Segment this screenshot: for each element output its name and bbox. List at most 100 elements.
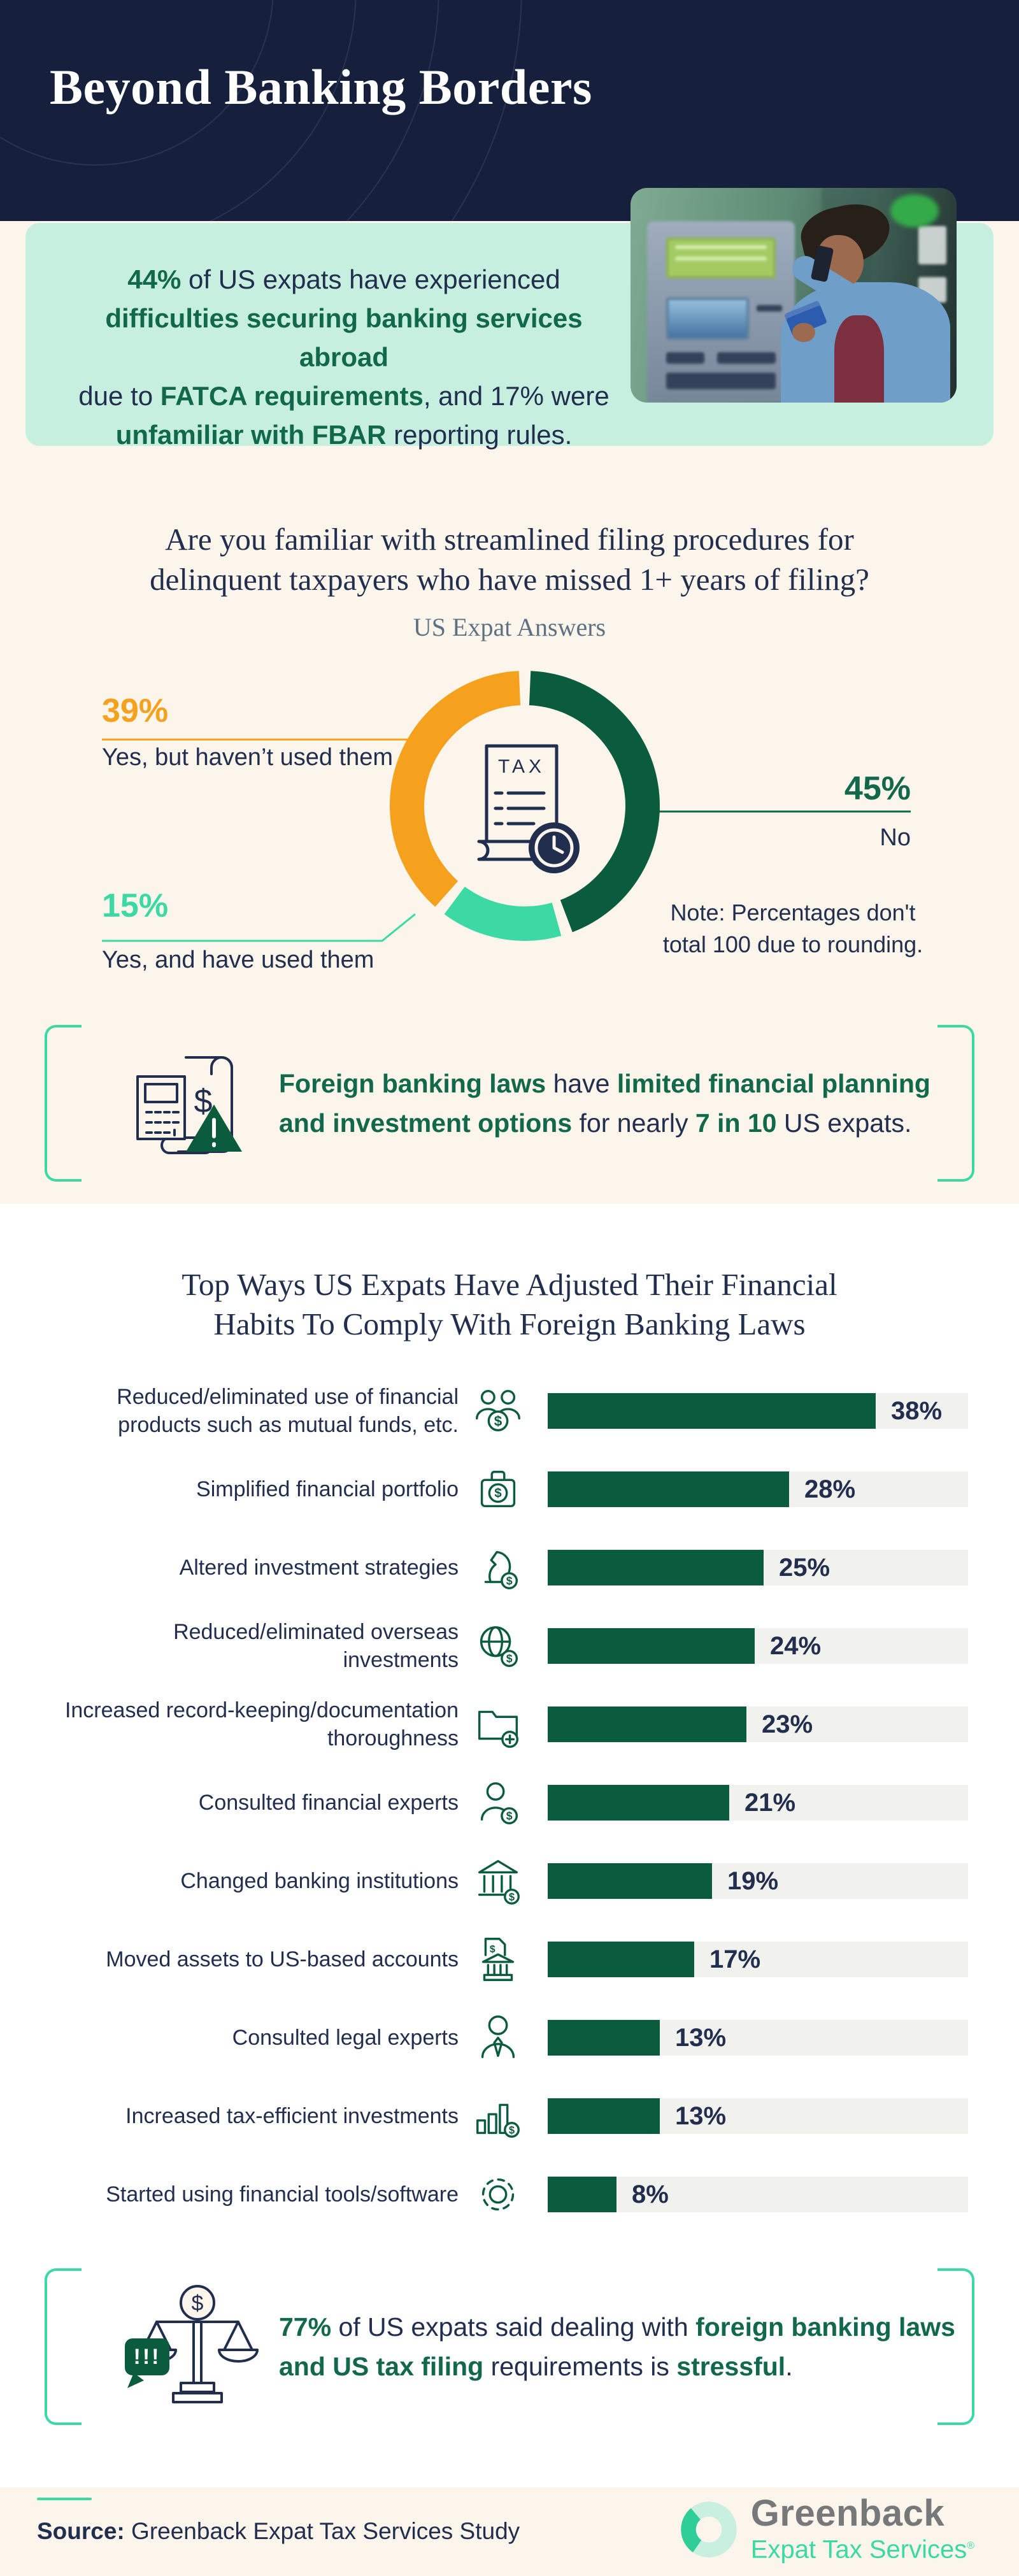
- bar-value: 24%: [770, 1631, 822, 1660]
- tax-document-clock-icon: TAX: [477, 744, 580, 873]
- person-tie-icon: [470, 2008, 526, 2067]
- gear-icon: [470, 2165, 526, 2224]
- bar-chart-title: Top Ways US Expats Have Adjusted Their F…: [182, 1267, 837, 1342]
- stat-callout-text: 77% of US expats said dealing with forei…: [279, 2312, 955, 2381]
- hero-statement: 44% of US expats have experienced difficu…: [78, 264, 609, 450]
- donut-value: 15%: [102, 887, 169, 924]
- bar-track: 17%: [548, 1941, 968, 1977]
- svg-text:$: $: [506, 1574, 513, 1587]
- bar-row: Reduced/eliminated overseas investments $…: [0, 1606, 1019, 1685]
- page-title: Beyond Banking Borders: [50, 59, 592, 115]
- bar-value: 13%: [675, 2023, 727, 2052]
- svg-text:$: $: [506, 1809, 513, 1822]
- briefcase-dollar-icon: $: [470, 1460, 526, 1519]
- logo-tagline: Expat Tax Services®: [750, 2535, 974, 2564]
- donut-rings: TAX: [390, 671, 660, 941]
- svg-text:$: $: [490, 1944, 495, 1955]
- bar-row: Simplified financial portfolio $28%: [0, 1450, 1019, 1528]
- svg-text:$: $: [506, 1652, 513, 1664]
- bar-row: Reduced/eliminated use of financial produ…: [0, 1371, 1019, 1450]
- bar-label: Moved assets to US-based accounts: [106, 1947, 459, 1971]
- donut-chart-subtitle: US Expat Answers: [413, 613, 606, 641]
- donut-chart-title: Are you familiar with streamlined filing…: [150, 522, 869, 597]
- bar-track: 25%: [548, 1549, 968, 1585]
- donut-answer: No: [880, 824, 911, 851]
- bar-value: 17%: [709, 1945, 761, 1973]
- bar-fill: [548, 2176, 616, 2212]
- bar-label: Increased tax-efficient investments: [125, 2103, 459, 2128]
- rounding-note: Note: Percentages don't total 100 due to…: [662, 899, 923, 957]
- bar-label: Simplified financial portfolio: [196, 1477, 459, 1501]
- bar-value: 23%: [762, 1710, 813, 1738]
- globe-dollar-icon: $: [470, 1617, 526, 1675]
- footer-divider: [37, 2498, 92, 2500]
- bar-track: 13%: [548, 2098, 968, 2134]
- bar-label: Increased record-keeping/documentation th…: [64, 1698, 459, 1750]
- bar-label: Consulted financial experts: [198, 1790, 459, 1815]
- donut-answer: Yes, and have used them: [102, 947, 374, 973]
- bar-track: 23%: [548, 1706, 968, 1742]
- bar-row: Changed banking institutions $19%: [0, 1842, 1019, 1920]
- donut-value: 39%: [102, 692, 169, 729]
- svg-text:$: $: [192, 2291, 204, 2315]
- bar-fill: [548, 1863, 712, 1899]
- bar-value: 13%: [675, 2101, 727, 2130]
- atm-machine: [647, 221, 795, 403]
- leader-lines: [102, 738, 911, 942]
- bar-row: Altered investment strategies $25%: [0, 1528, 1019, 1606]
- bar-row: Increased tax-efficient investments $13%: [0, 2077, 1019, 2155]
- calculator-receipt-warning-icon: $: [136, 1056, 242, 1154]
- bracket-right: [937, 2268, 974, 2425]
- people-dollar-icon: $: [470, 1382, 526, 1440]
- bar-row: Started using financial tools/software 8%: [0, 2155, 1019, 2233]
- bar-fill: [548, 1784, 729, 1821]
- donut-chart: TAX 39% Yes, but haven’t used them 45% N…: [0, 669, 1019, 1026]
- chart-dollar-icon: $: [470, 2087, 526, 2145]
- bar-track: 24%: [548, 1628, 968, 1664]
- bar-fill: [548, 2019, 660, 2056]
- strategy-dollar-icon: $: [470, 1538, 526, 1597]
- source-note: Source: Greenback Expat Tax Services Stu…: [37, 2518, 520, 2545]
- bar-row: Consulted legal experts 13%: [0, 1998, 1019, 2077]
- bar-track: 38%: [548, 1392, 968, 1429]
- header-banner: Beyond Banking Borders: [0, 0, 1019, 221]
- svg-text:$: $: [494, 1485, 502, 1500]
- source-text: Greenback Expat Tax Services Study: [124, 2518, 520, 2544]
- person-dollar-icon: $: [470, 1773, 526, 1832]
- bar-label: Started using financial tools/software: [106, 2182, 459, 2207]
- bracket-left: [45, 1025, 82, 1182]
- stat-callout-text: Foreign banking laws have limited financ…: [279, 1069, 930, 1138]
- source-label: Source:: [37, 2518, 125, 2544]
- donut-label-yes-not-used: 39% Yes, but haven’t used them: [102, 692, 393, 771]
- bar-fill: [548, 1941, 694, 1977]
- bar-fill: [548, 1706, 746, 1742]
- scales-dollar-alert-icon: $ !!!: [125, 2285, 259, 2403]
- bar-value: 28%: [804, 1475, 856, 1503]
- bar-label: Reduced/eliminated overseas investments: [173, 1619, 459, 1672]
- donut-label-no: 45% No: [844, 769, 911, 852]
- bar-fill: [548, 1628, 755, 1664]
- bar-value: 8%: [632, 2180, 669, 2208]
- footer: Source: Greenback Expat Tax Services Stu…: [0, 2487, 1019, 2576]
- svg-text:$: $: [509, 2124, 515, 2136]
- bar-fill: [548, 1549, 764, 1585]
- bar-track: 19%: [548, 1863, 968, 1899]
- bar-row: Increased record-keeping/documentation th…: [0, 1685, 1019, 1763]
- svg-text:TAX: TAX: [498, 756, 545, 777]
- bar-label: Altered investment strategies: [179, 1555, 459, 1580]
- bank-dollar-icon: $: [470, 1852, 526, 1910]
- bar-chart-rows: Reduced/eliminated use of financial produ…: [0, 1371, 1019, 2233]
- bar-label: Changed banking institutions: [180, 1868, 459, 1893]
- bar-label: Consulted legal experts: [232, 2025, 459, 2050]
- bar-value: 25%: [779, 1553, 830, 1582]
- logo-wordmark: Greenback: [750, 2493, 945, 2534]
- svg-text:!!!: !!!: [134, 2345, 161, 2369]
- bar-track: 8%: [548, 2176, 968, 2212]
- svg-text:$: $: [494, 1413, 502, 1429]
- bar-track: 28%: [548, 1471, 968, 1507]
- bracket-left: [45, 2268, 82, 2425]
- donut-label-yes-used: 15% Yes, and have used them: [102, 887, 374, 974]
- stat-callout-banking-laws: $ Foreign banking laws have limited fina…: [45, 1025, 974, 1182]
- section-overview: 44% of US expats have experienced difficu…: [0, 188, 1019, 1204]
